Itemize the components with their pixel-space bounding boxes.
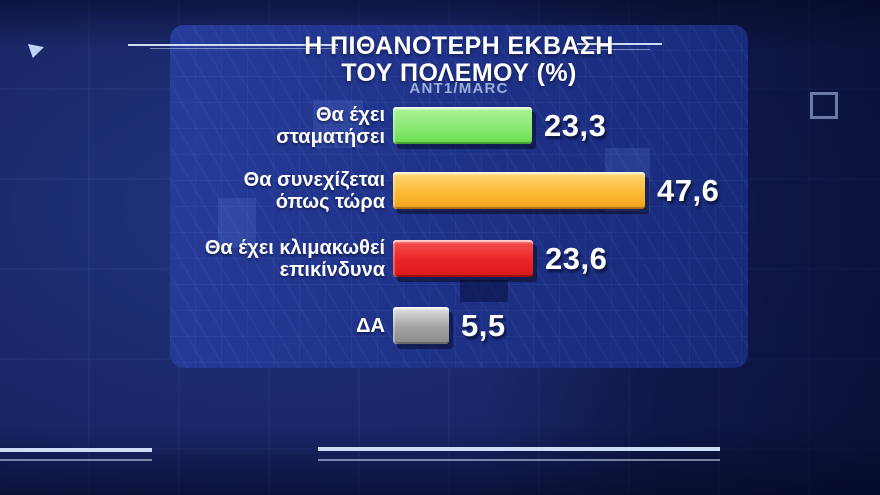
bottom-right-line-thick xyxy=(318,447,720,451)
chart-source: ANT1/MARC xyxy=(409,80,509,97)
bar-row-dont-know: ΔΑ 5,5 xyxy=(0,304,880,348)
title-right-line-thick xyxy=(577,43,662,45)
square-outline-decoration xyxy=(810,92,838,119)
bar-row-continues: Θα συνεχίζεται όπως τώρα 47,6 xyxy=(0,169,880,213)
bottom-left-line-thin xyxy=(0,459,152,461)
bar-value: 23,6 xyxy=(545,241,608,276)
bottom-left-line-thick xyxy=(0,448,152,452)
bar-value: 23,3 xyxy=(544,108,607,143)
bar-green xyxy=(393,107,532,144)
bar-label: Θα έχει κλιμακωθεί επικίνδυνα xyxy=(204,237,385,281)
triangle-decoration xyxy=(28,44,44,58)
bar-label: Θα συνεχίζεται όπως τώρα xyxy=(243,169,385,213)
bar-red xyxy=(393,240,533,277)
chart-title-line1: Η ΠΙΘΑΝΟΤΕΡΗ ΕΚΒΑΣΗ xyxy=(304,32,614,60)
bottom-right-line-thin xyxy=(318,459,720,461)
bar-row-escalates: Θα έχει κλιμακωθεί επικίνδυνα 23,6 xyxy=(0,237,880,281)
panel-accent-rect-1 xyxy=(313,100,363,148)
bar-value: 5,5 xyxy=(461,308,506,343)
panel-accent-rect-2 xyxy=(218,198,256,248)
bar-gray xyxy=(393,307,449,344)
title-right-line-thin xyxy=(577,49,650,50)
chart-title-line2: ΤΟΥ ΠΟΛΕΜΟΥ (%) xyxy=(341,59,577,87)
bar-label: Θα έχει σταματήσει xyxy=(276,104,385,148)
panel-accent-rect-4 xyxy=(460,280,508,302)
chart-title: Η ΠΙΘΑΝΟΤΕΡΗ ΕΚΒΑΣΗ ΤΟΥ ΠΟΛΕΜΟΥ (%) xyxy=(170,33,748,87)
bar-row-stopped: Θα έχει σταματήσει 23,3 xyxy=(0,104,880,148)
bar-orange xyxy=(393,172,645,209)
title-left-line-thick xyxy=(128,44,338,46)
title-left-line-thin xyxy=(150,48,338,49)
bar-label: ΔΑ xyxy=(356,315,385,337)
bar-value: 47,6 xyxy=(657,173,720,208)
